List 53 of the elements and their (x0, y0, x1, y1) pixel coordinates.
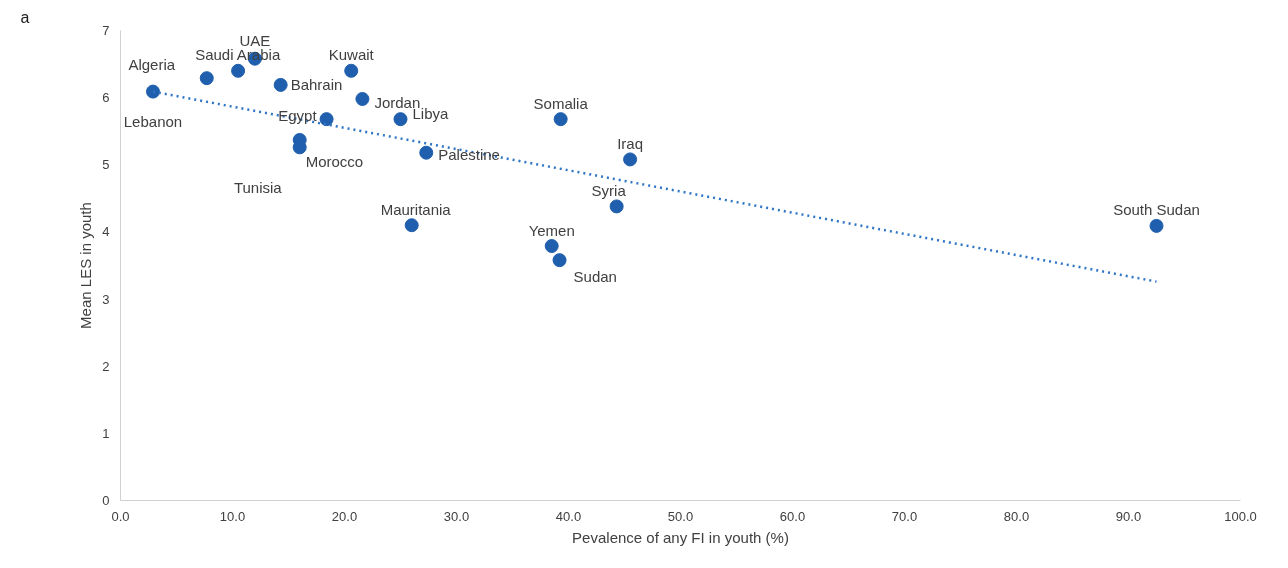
annotation: Algeria (128, 55, 176, 73)
x-tick-label: 50.0 (667, 508, 694, 524)
y-tick-label: 2 (102, 358, 110, 374)
x-tick-label: 10.0 (219, 508, 246, 524)
point (145, 84, 160, 99)
annotation: Tunisia (233, 178, 283, 196)
point (552, 253, 567, 268)
x-tick-label: 0.0 (111, 508, 130, 524)
annotation: Bahrain (290, 76, 343, 94)
x-tick-label: 80.0 (1003, 508, 1030, 524)
point (1149, 218, 1164, 233)
annotation: Palestine (438, 146, 500, 164)
point (319, 112, 334, 127)
point (393, 112, 408, 127)
annotation: Syria (591, 181, 627, 199)
annotation: Kuwait (328, 46, 375, 64)
point (553, 112, 568, 127)
point (273, 77, 288, 92)
x-tick-label: 60.0 (779, 508, 806, 524)
annotation: Yemen (528, 221, 575, 239)
text: a (20, 8, 30, 26)
x-tick-label: 70.0 (891, 508, 918, 524)
annotation: Lebanon (123, 113, 183, 131)
y-tick-label: 3 (102, 291, 110, 307)
point (231, 63, 246, 78)
x-tick-label: 40.0 (555, 508, 582, 524)
y-tick-label: 4 (102, 224, 110, 240)
x-tick-label: 100.0 (1224, 508, 1257, 524)
x-tick-label: 20.0 (331, 508, 358, 524)
y-tick-label: 5 (102, 157, 110, 173)
annotation: Morocco (305, 153, 364, 171)
annotation: Sudan (573, 267, 617, 285)
point (419, 145, 434, 160)
y-tick-label: 7 (102, 23, 110, 38)
y-axis-title: Mean LES in youth (77, 202, 95, 329)
annotation: South Sudan (1113, 201, 1200, 219)
x-tick-label: 30.0 (443, 508, 470, 524)
point (355, 92, 370, 106)
annotation: Iraq (617, 134, 644, 152)
annotation: Egypt (278, 106, 318, 124)
annotation: Mauritania (380, 200, 452, 218)
y-tick-label: 1 (102, 425, 110, 441)
point (344, 63, 359, 78)
point (199, 71, 214, 86)
point (609, 199, 624, 214)
annotation: Somalia (533, 94, 589, 112)
x-tick-label: 90.0 (1115, 508, 1142, 524)
point (544, 239, 559, 254)
y-tick-label: 0 (102, 493, 110, 508)
y-tick-label: 6 (102, 90, 110, 106)
x-axis-title: Pevalence of any FI in youth (%) (572, 528, 789, 546)
point (404, 218, 419, 233)
point (623, 152, 638, 167)
